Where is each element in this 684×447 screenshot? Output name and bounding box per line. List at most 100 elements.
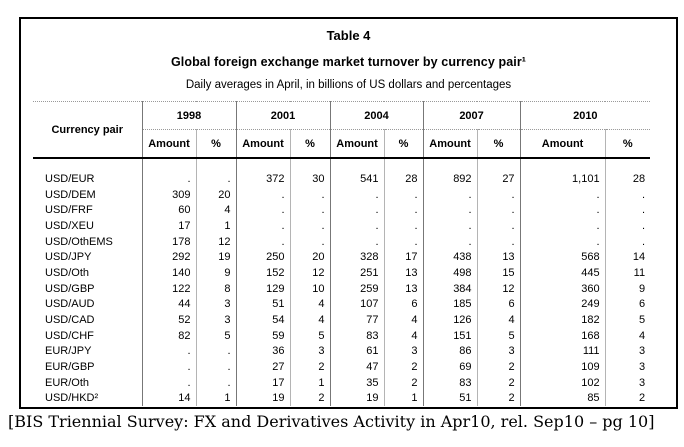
percent-value: . <box>642 219 646 232</box>
table-row: USD/XEU 17 1........ <box>33 218 650 234</box>
amount-value: 54 <box>236 312 291 328</box>
percent-value: 4 <box>384 327 424 344</box>
amount-value: . <box>236 186 291 203</box>
percent-value: . <box>384 218 424 234</box>
fx-turnover-table: Currency pair 1998 2001 2004 2007 2010 A… <box>33 101 651 407</box>
percent-value: 2 <box>384 359 424 375</box>
year-header-row: Currency pair 1998 2001 2004 2007 2010 <box>33 101 651 159</box>
amount-value: 309 <box>142 186 197 203</box>
percent-value: . <box>384 202 424 219</box>
percent-value: . <box>290 233 331 250</box>
percent-value: 2 <box>290 390 331 407</box>
currency-pair-cell: USD/AUD <box>33 296 143 313</box>
table-row: USD/CAD 52 3 54 4 77 4 126 4 182 5 <box>33 312 650 328</box>
percent-value: 9 <box>196 265 237 281</box>
amount-value: 27 <box>236 359 291 375</box>
amount-value: 51 <box>423 390 478 407</box>
amount-column-header: Amount <box>520 129 606 159</box>
year-header-1998: 1998 <box>142 101 237 130</box>
amount-value: 568 <box>520 249 606 266</box>
amount-value: 151 <box>423 327 478 344</box>
table-row: USD/JPY 292 19 250 20 328 17 438 13 568 14 <box>33 249 650 266</box>
year-header-2007: 2007 <box>423 101 521 130</box>
percent-value: 15 <box>477 265 521 281</box>
currency-pair-cell: USD/JPY <box>33 249 143 266</box>
amount-value: . <box>330 233 385 250</box>
table-number: Table 4 <box>326 28 371 43</box>
currency-pair-cell: USD/Oth <box>33 265 143 281</box>
table-row: USD/OthEMS 178 12........ <box>33 233 650 250</box>
amount-value: 445 <box>520 265 606 281</box>
amount-value: 185 <box>423 296 478 313</box>
amount-value: 438 <box>423 249 478 266</box>
percent-value: 30 <box>290 158 331 187</box>
amount-value: . <box>330 218 385 234</box>
currency-pair-cell: USD/DEM <box>33 186 143 203</box>
amount-value: 122 <box>142 280 197 297</box>
table-title: Global foreign exchange market turnover … <box>170 55 527 69</box>
percent-column-header: % <box>196 129 237 159</box>
amount-value: 19 <box>236 390 291 407</box>
percent-value: . <box>642 188 646 201</box>
currency-pair-cell: USD/EUR <box>33 158 143 187</box>
percent-value: 13 <box>384 265 424 281</box>
percent-value: 2 <box>477 374 521 391</box>
amount-value: 17 <box>236 374 291 391</box>
percent-column-header: % <box>290 129 331 159</box>
percent-value: 8 <box>196 280 237 297</box>
amount-value: 61 <box>330 343 385 360</box>
percent-value: . <box>477 186 521 203</box>
amount-value: 36 <box>236 343 291 360</box>
percent-value: 14 <box>632 251 646 264</box>
percent-value: 5 <box>477 327 521 344</box>
percent-value: 13 <box>477 249 521 266</box>
amount-value: 328 <box>330 249 385 266</box>
amount-value: 372 <box>236 158 291 187</box>
amount-value: 1,101 <box>520 158 606 187</box>
percent-value: 3 <box>638 345 646 358</box>
currency-pair-cell: USD/XEU <box>33 218 143 234</box>
amount-column-header: Amount <box>236 129 291 159</box>
percent-value: 2 <box>384 374 424 391</box>
currency-pair-cell: EUR/Oth <box>33 374 143 391</box>
percent-value: 1 <box>196 390 237 407</box>
amount-value: . <box>236 233 291 250</box>
amount-value: 541 <box>330 158 385 187</box>
amount-value: 51 <box>236 296 291 313</box>
amount-value: . <box>423 202 478 219</box>
amount-value: . <box>330 202 385 219</box>
percent-value: 4 <box>290 312 331 328</box>
percent-value: . <box>384 233 424 250</box>
percent-value: 4 <box>384 312 424 328</box>
amount-value: 251 <box>330 265 385 281</box>
amount-value: . <box>330 186 385 203</box>
percent-value: 27 <box>477 158 521 187</box>
percent-value: 1 <box>384 390 424 407</box>
amount-column-header: Amount <box>142 129 197 159</box>
percent-value: 9 <box>638 282 646 295</box>
measure-header-row: Amount % Amount % Amount % Amount % Amou… <box>33 129 651 159</box>
currency-pair-cell: USD/OthEMS <box>33 233 143 250</box>
table-row: USD/DEM 309 20........ <box>33 186 650 203</box>
table-row: EUR/GBP.. 27 2 47 2 69 2 109 3 <box>33 359 650 375</box>
currency-pair-cell: USD/CAD <box>33 312 143 328</box>
amount-value: 111 <box>520 343 606 360</box>
year-header-2004: 2004 <box>330 101 424 130</box>
percent-value: . <box>477 202 521 219</box>
currency-pair-cell: USD/HKD² <box>33 390 143 407</box>
percent-value: . <box>384 186 424 203</box>
amount-value: 249 <box>520 296 606 313</box>
percent-value: 5 <box>290 327 331 344</box>
currency-pair-cell: USD/GBP <box>33 280 143 297</box>
table-row: EUR/JPY.. 36 3 61 3 86 3 111 3 <box>33 343 650 360</box>
percent-value: . <box>290 186 331 203</box>
percent-value: . <box>477 233 521 250</box>
percent-value: . <box>642 235 646 248</box>
amount-value: 107 <box>330 296 385 313</box>
amount-value: 384 <box>423 280 478 297</box>
percent-value: 6 <box>384 296 424 313</box>
currency-pair-header: Currency pair <box>33 101 143 159</box>
year-header-2010: 2010 <box>520 101 651 130</box>
percent-value: 19 <box>196 249 237 266</box>
percent-value: 10 <box>290 280 331 297</box>
